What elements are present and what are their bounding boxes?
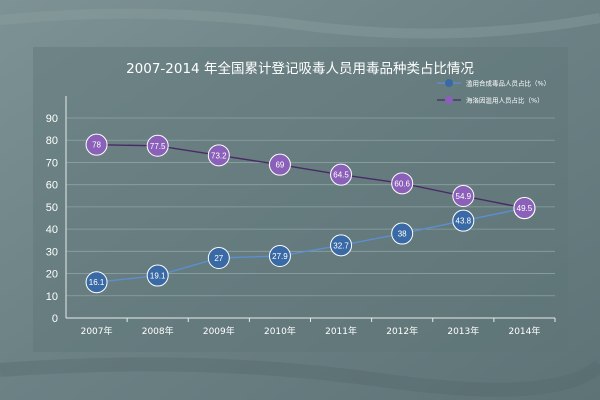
- synthetic-drug-data-label: 27: [214, 254, 223, 263]
- synthetic-drug-point: [330, 234, 353, 257]
- synthetic-drug-point: [146, 264, 169, 287]
- legend-marker-synthetic: [445, 79, 453, 87]
- synthetic-drug-data-label: 27.9: [272, 252, 288, 261]
- synthetic-drug-point: [207, 247, 230, 269]
- synthetic-drug-data-label: 19.1: [150, 272, 166, 281]
- x-tick-label: 2010年: [264, 325, 296, 337]
- chart-title: 2007-2014 年全国累计登记吸毒人员用毒品种类占比情况: [126, 60, 474, 77]
- x-tick-label: 2008年: [142, 325, 174, 337]
- heroin-data-label: 54.9: [456, 192, 472, 201]
- heroin-data-label: 60.6: [394, 179, 410, 188]
- x-tick-label: 2009年: [203, 325, 235, 337]
- heroin-point: [452, 185, 475, 207]
- x-tick-labels: 2007年 2008年 2009年 2010年 2011年 2012年 2013年 2014年: [81, 325, 541, 337]
- heroin-point: [207, 144, 230, 167]
- heroin-point: [146, 134, 169, 157]
- heroin-point: [391, 172, 414, 195]
- synthetic-drug-point: [268, 245, 291, 267]
- legend-marker-heroin: [445, 96, 453, 104]
- y-tick-label: 90: [46, 113, 58, 125]
- synthetic-drug-data-label: 16.1: [89, 278, 105, 287]
- heroin-point: [330, 163, 353, 186]
- legend-label-heroin: 海洛因滥用人员占比（%）: [466, 96, 544, 105]
- y-tick-label: 70: [46, 157, 58, 169]
- gridlines: [66, 117, 555, 297]
- y-tick-label: 80: [46, 135, 58, 147]
- legend-label-synthetic: 滥用合成毒品人员占比（%）: [466, 79, 550, 88]
- heroin-point: [85, 133, 108, 156]
- heroin-data-label: 78: [92, 141, 101, 150]
- heroin-data-label: 49.5: [517, 204, 533, 213]
- heroin-point: [268, 153, 291, 176]
- synthetic-drug-data-label: 38: [398, 230, 407, 239]
- y-tick-label: 0: [52, 313, 58, 325]
- synthetic-drug-point: [85, 271, 108, 294]
- heroin-data-label: 73.2: [211, 151, 227, 160]
- heroin-data-label: 77.5: [150, 142, 166, 151]
- y-tick-label: 10: [46, 291, 58, 303]
- synthetic-drug-data-label: 43.8: [456, 217, 472, 226]
- series-points: 16.119.12727.932.73843.849.47877.573.269…: [85, 133, 536, 294]
- x-tick-label: 2012年: [386, 325, 418, 337]
- x-tick-label: 2014年: [508, 325, 540, 337]
- y-tick-labels: 0 10 20 30 40 50 60 70 80 90: [46, 113, 58, 325]
- axes: [65, 96, 556, 322]
- heroin-point: [513, 197, 536, 219]
- x-tick-label: 2013年: [447, 325, 479, 337]
- x-tick-label: 2011年: [325, 325, 357, 337]
- heroin-data-label: 69: [275, 161, 284, 170]
- y-tick-label: 40: [46, 224, 58, 236]
- x-tick-label: 2007年: [81, 325, 113, 337]
- y-tick-label: 20: [46, 269, 58, 281]
- y-tick-label: 30: [46, 246, 58, 258]
- heroin-data-label: 64.5: [333, 171, 349, 180]
- y-tick-label: 50: [46, 202, 58, 214]
- y-tick-label: 60: [46, 180, 58, 192]
- synthetic-drug-data-label: 32.7: [333, 241, 349, 250]
- synthetic-drug-point: [391, 222, 414, 245]
- legend: 滥用合成毒品人员占比（%） 海洛因滥用人员占比（%）: [437, 79, 550, 105]
- synthetic-drug-point: [452, 209, 475, 232]
